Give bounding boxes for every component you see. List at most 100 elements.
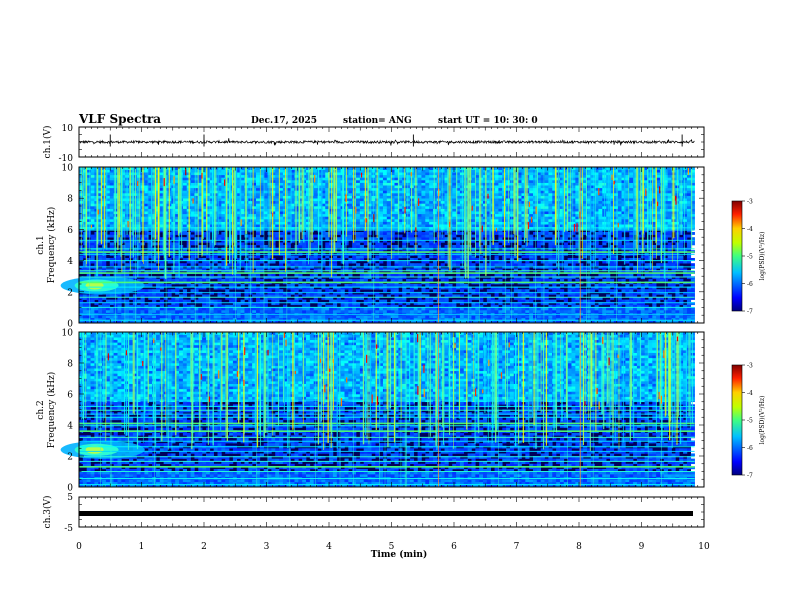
spec-cell — [359, 278, 365, 282]
spec-cell — [379, 229, 384, 233]
spec-cell — [317, 182, 322, 186]
spec-cell — [325, 182, 330, 186]
spec-cell — [321, 200, 326, 204]
spec-cell — [252, 219, 257, 222]
spec-cell — [348, 200, 353, 204]
spec-cell — [309, 291, 315, 295]
spec-cell — [252, 302, 257, 306]
spec-cell — [263, 317, 268, 321]
spec-cell — [263, 224, 268, 228]
spec-cell — [182, 193, 188, 196]
spec-cell — [379, 200, 384, 204]
spec-cell — [313, 258, 318, 261]
spec-cell — [356, 172, 361, 176]
spec-cell — [252, 203, 257, 207]
spec-cell — [379, 169, 384, 173]
spec-cell — [313, 167, 318, 170]
spec-cell — [356, 206, 361, 209]
spec-cell — [317, 320, 322, 324]
spec-cell — [336, 221, 341, 225]
spec-cell — [236, 211, 241, 215]
spec-cell — [159, 182, 164, 186]
spec-cell — [129, 255, 134, 259]
spec-cell — [109, 268, 114, 272]
spec-cell — [221, 203, 226, 207]
spec-cell — [182, 302, 188, 306]
spec-cell — [82, 263, 87, 267]
spec-cell — [356, 224, 361, 228]
spec-cell — [198, 193, 203, 196]
spec-cell — [132, 200, 138, 204]
spec-cell — [436, 273, 441, 277]
spec-cell — [190, 185, 195, 189]
spec-cell — [198, 276, 203, 280]
spec-cell — [409, 232, 415, 235]
spec-cell — [294, 289, 299, 293]
spec-cell — [259, 219, 264, 222]
spec-cell — [98, 200, 103, 204]
spec-cell — [294, 307, 299, 311]
spec-cell — [221, 234, 226, 238]
spec-cell — [298, 180, 303, 183]
spec-cell — [359, 315, 365, 319]
spec-cell — [286, 190, 291, 194]
spec-cell — [352, 185, 357, 189]
spec-cell — [282, 278, 288, 282]
spec-cell — [117, 297, 122, 300]
spec-cell — [359, 224, 365, 228]
spec-cell — [298, 221, 303, 225]
spec-cell — [152, 200, 157, 204]
spec-cell — [129, 304, 134, 308]
spec-cell — [275, 302, 280, 306]
spec-cell — [229, 294, 234, 298]
spec-cell — [252, 172, 257, 176]
spec-cell — [356, 219, 361, 222]
spec-cell — [148, 216, 153, 220]
spec-cell — [152, 198, 157, 202]
spec-cell — [398, 307, 403, 311]
spec-cell — [221, 315, 226, 319]
spec-cell — [267, 213, 272, 217]
spec-cell — [409, 315, 415, 319]
spec-cell — [198, 216, 203, 220]
spec-cell — [406, 203, 411, 207]
spec-cell — [425, 289, 430, 293]
spec-cell — [209, 242, 214, 246]
spec-cell — [175, 255, 180, 259]
spec-cell — [375, 317, 380, 321]
spec-cell — [144, 304, 149, 308]
spec-cell — [155, 297, 161, 300]
spec-cell — [356, 213, 361, 217]
spec-cell — [90, 315, 95, 319]
spec-cell — [336, 299, 341, 303]
spec-cell — [136, 195, 141, 199]
spec-cell — [144, 190, 149, 194]
spec-cell — [348, 195, 353, 199]
spec-cell — [198, 315, 203, 319]
spec-cell — [109, 177, 114, 181]
spec-cell — [417, 180, 422, 183]
spec-cell — [417, 193, 422, 196]
spec-cell — [102, 304, 107, 308]
spec-cell — [202, 200, 207, 204]
spec-cell — [105, 195, 111, 199]
spec-cell — [417, 273, 422, 277]
spec-cell — [140, 317, 145, 321]
spec-cell — [313, 172, 318, 176]
spec-cell — [429, 169, 434, 173]
spec-cell — [236, 242, 241, 246]
spec-cell — [359, 177, 365, 181]
spec-cell — [286, 242, 291, 246]
spec-cell — [148, 172, 153, 176]
spec-cell — [255, 289, 261, 293]
spec-cell — [125, 317, 130, 321]
spec-cell — [356, 307, 361, 311]
spec-cell — [394, 213, 399, 217]
spec-cell — [344, 268, 349, 272]
spec-cell — [275, 206, 280, 209]
spec-cell — [229, 286, 234, 290]
spec-cell — [282, 317, 288, 321]
spec-cell — [298, 219, 303, 222]
spec-cell — [394, 263, 399, 267]
spec-cell — [259, 317, 264, 321]
